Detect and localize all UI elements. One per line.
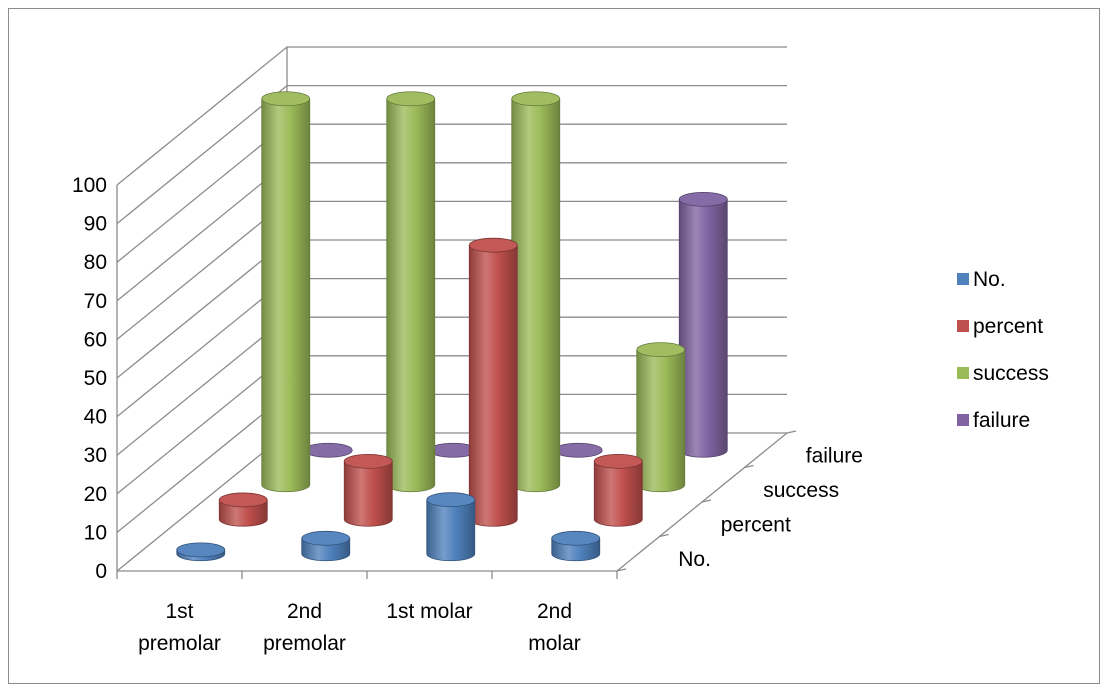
bar-percent-1 — [218, 492, 268, 527]
depth-tick — [616, 568, 627, 572]
legend-entry: success — [957, 362, 1049, 385]
y-tick-label: 60 — [84, 328, 107, 351]
y-tick-label: 0 — [95, 560, 107, 583]
bar-success-4 — [636, 342, 686, 493]
depth-tick-label: success — [763, 479, 839, 502]
x-tick-label: 2nd premolar — [263, 600, 346, 655]
legend: No. percent success failure — [957, 268, 1049, 432]
bar-no-4 — [551, 530, 601, 562]
bar-success-1 — [261, 91, 311, 493]
depth-tick — [786, 430, 797, 434]
depth-tick — [701, 499, 712, 503]
y-tick-label: 10 — [84, 521, 107, 544]
x-tick-label: 2nd molar — [528, 600, 581, 655]
y-tick-label: 90 — [84, 213, 107, 236]
bar-no-3 — [426, 492, 476, 562]
bar-percent-2 — [343, 453, 393, 527]
y-tick-label: 30 — [84, 444, 107, 467]
y-tick-label: 80 — [84, 251, 107, 274]
y-tick-label: 70 — [84, 290, 107, 313]
x-tick-label: 1st premolar — [138, 600, 221, 655]
depth-tick-label: percent — [721, 513, 791, 536]
legend-label: failure — [973, 409, 1030, 432]
depth-tick-label: failure — [806, 444, 863, 467]
legend-entry: failure — [957, 409, 1030, 432]
legend-swatch — [957, 367, 969, 379]
bar-no-2 — [301, 530, 351, 562]
bar-percent-4 — [593, 453, 643, 527]
legend-label: success — [973, 362, 1049, 385]
legend-swatch — [957, 273, 969, 285]
gridline — [116, 46, 787, 186]
bar-no-1 — [176, 542, 226, 562]
bar-success-3 — [511, 91, 561, 493]
legend-entry: No. — [957, 268, 1006, 291]
bar-failure-4 — [678, 191, 728, 458]
y-tick-label: 100 — [72, 174, 107, 197]
x-tick-label: 1st molar — [386, 600, 472, 623]
chart-bars — [176, 91, 728, 562]
bar-failure-1 — [303, 442, 353, 458]
bar-failure-3 — [553, 442, 603, 458]
legend-swatch — [957, 414, 969, 426]
legend-label: percent — [973, 315, 1043, 338]
chart-labels: 0 10 20 30 40 50 60 70 80 90 100 1st premolar 2nd prem… — [72, 174, 863, 655]
depth-tick — [744, 464, 754, 469]
legend-label: No. — [973, 268, 1006, 291]
legend-entry: percent — [957, 315, 1043, 338]
bar-percent-3 — [468, 237, 518, 527]
y-tick-label: 20 — [84, 483, 107, 506]
legend-swatch — [957, 320, 969, 332]
bar-success-2 — [386, 91, 436, 493]
y-tick-label: 50 — [84, 367, 107, 390]
depth-tick-label: No. — [678, 548, 711, 571]
y-tick-label: 40 — [84, 406, 107, 429]
depth-tick — [659, 533, 669, 538]
